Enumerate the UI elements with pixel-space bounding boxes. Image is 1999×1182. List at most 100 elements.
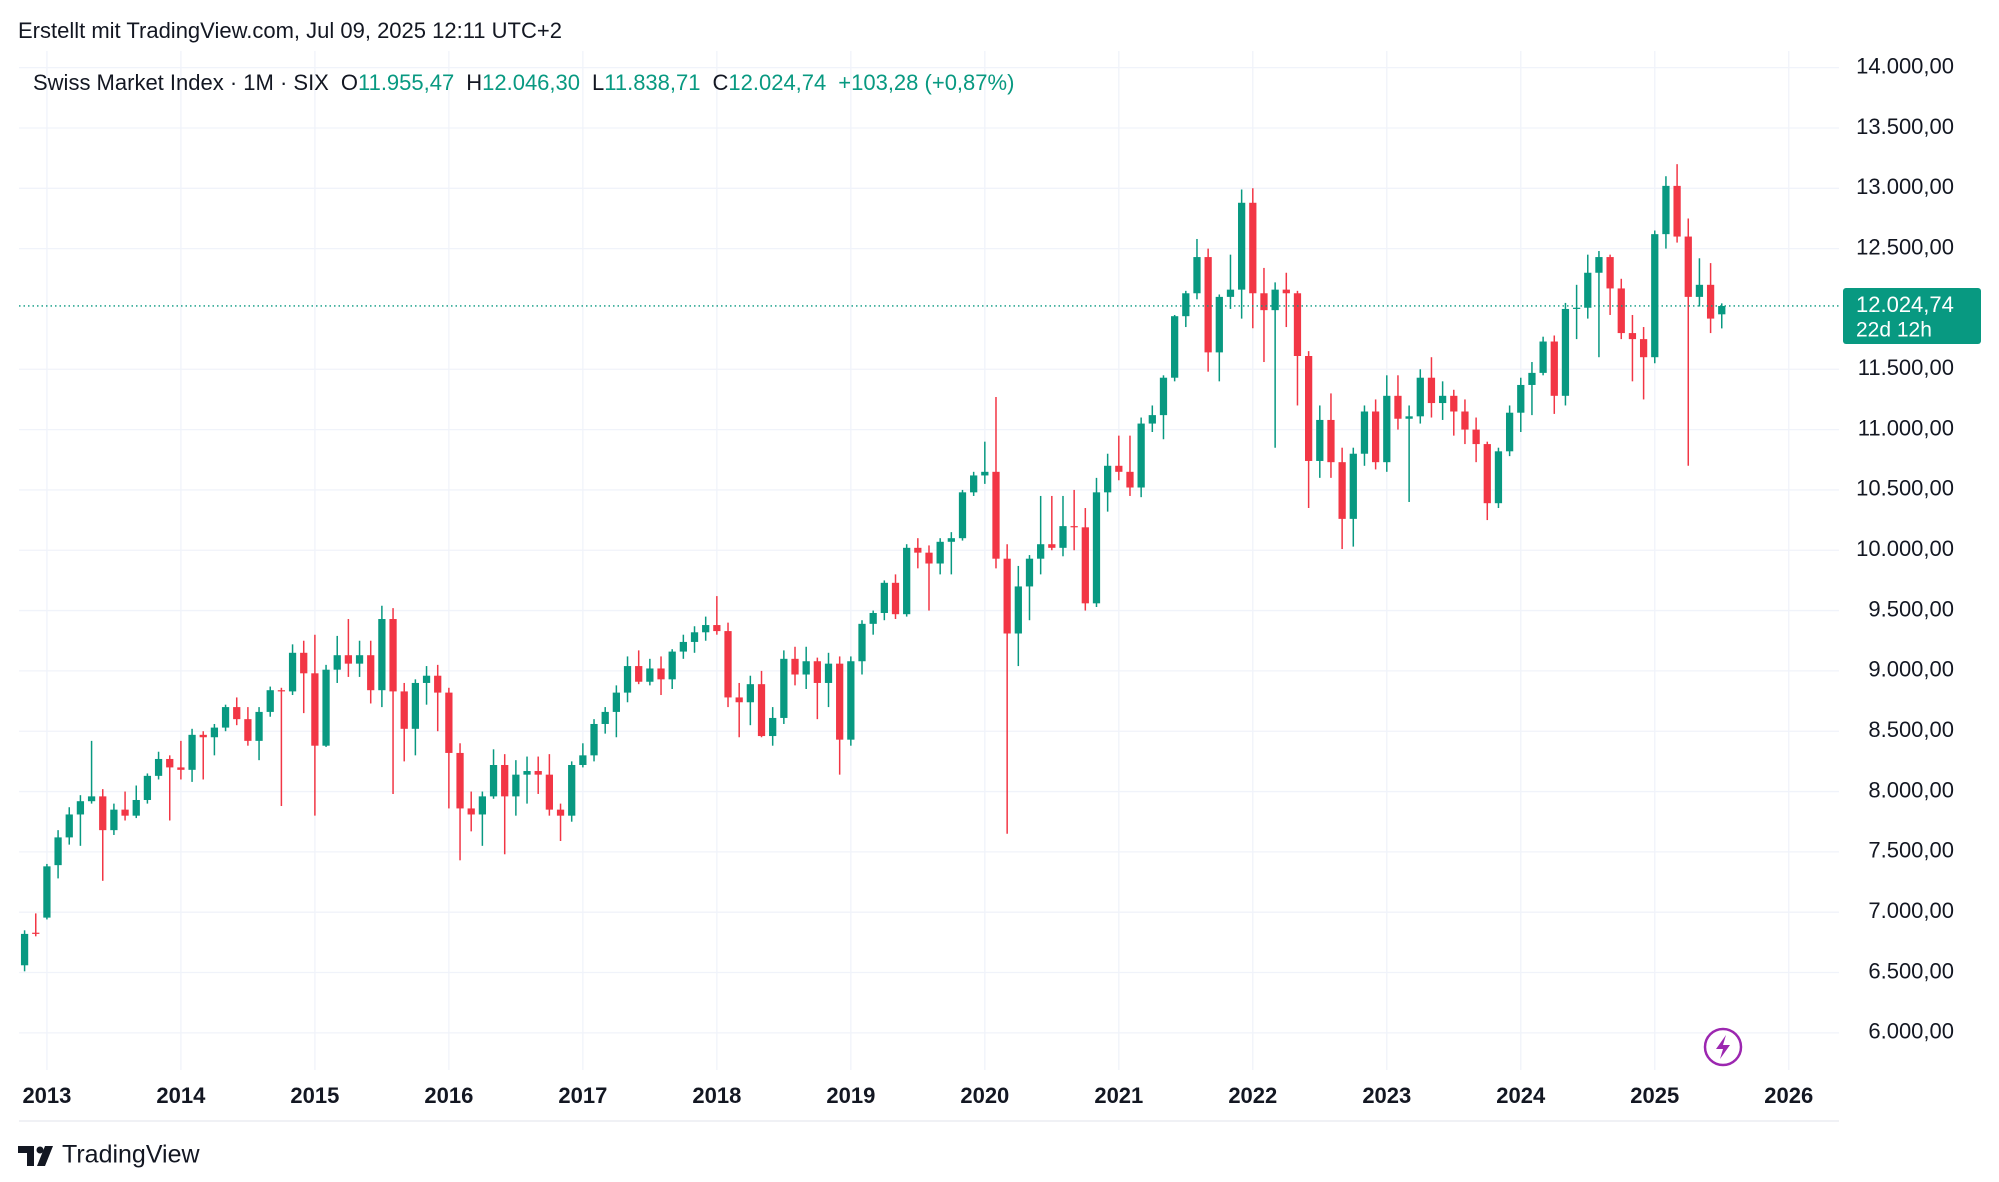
candle-body	[1595, 257, 1603, 273]
candle-body	[54, 837, 62, 866]
candle-body	[489, 764, 498, 797]
legend-label: C	[713, 70, 729, 95]
candle-body	[724, 631, 732, 698]
candle-body	[244, 719, 252, 741]
candle-body	[121, 809, 129, 816]
candle-body	[668, 651, 676, 680]
candle-body	[568, 764, 576, 816]
x-tick-label: 2015	[290, 1083, 339, 1108]
candle-body	[20, 933, 29, 966]
candle-body	[1416, 377, 1424, 417]
x-tick-label: 2021	[1094, 1083, 1143, 1108]
candle-body	[322, 669, 330, 746]
candle-body	[378, 619, 386, 691]
logo-part	[37, 1146, 53, 1166]
grid	[19, 51, 1839, 1070]
candle-body	[177, 767, 185, 770]
candle-body	[1282, 289, 1290, 294]
candle-body	[1539, 341, 1547, 373]
legend-label: O	[341, 70, 358, 95]
logo-part	[36, 1146, 44, 1154]
candle-body	[1651, 234, 1659, 358]
legend-value: 11.838,71	[604, 70, 700, 95]
legend-value: 11.955,47	[358, 70, 454, 95]
candle-body	[400, 691, 408, 729]
candle-body	[702, 625, 710, 633]
candle-body	[1617, 288, 1625, 334]
candle-body	[903, 547, 911, 615]
candle-body	[288, 652, 297, 692]
candle-body	[1606, 257, 1614, 289]
candle-body	[746, 684, 754, 703]
candle-body	[891, 582, 900, 615]
candle-body	[99, 796, 107, 831]
y-tick-label: 10.000,00	[1856, 536, 1954, 561]
candle-body	[1684, 236, 1692, 297]
candle-body	[813, 661, 821, 683]
y-tick-label: 14.000,00	[1856, 53, 1954, 78]
candle-body	[1327, 419, 1335, 463]
candle-body	[601, 711, 609, 724]
candle-body	[590, 723, 598, 756]
candle-body	[143, 775, 152, 800]
y-tick-label: 13.000,00	[1856, 174, 1954, 199]
y-tick-label: 7.000,00	[1868, 898, 1954, 923]
candle-body	[1383, 395, 1391, 463]
candle-body	[1438, 395, 1447, 404]
candle-body	[545, 774, 553, 810]
candle-body	[757, 684, 766, 737]
candle-body	[1293, 293, 1302, 357]
candle-body	[1226, 289, 1235, 297]
candle-body	[199, 734, 207, 738]
x-tick-label: 2017	[558, 1083, 607, 1108]
candle-body	[824, 663, 833, 683]
candle-body	[1271, 289, 1279, 311]
candle-body	[769, 717, 777, 737]
y-tick-label: 8.000,00	[1868, 777, 1954, 802]
candle-body	[914, 547, 922, 553]
y-tick-label: 10.500,00	[1856, 476, 1954, 501]
candle-body	[210, 727, 219, 738]
candle-body	[1037, 544, 1045, 559]
candle-body	[1115, 465, 1123, 472]
candle-body	[1371, 411, 1380, 463]
candle-body	[1081, 527, 1089, 604]
candle-body	[355, 655, 364, 664]
flash-bolt[interactable]	[1716, 1035, 1730, 1059]
last-price-box	[1843, 287, 1981, 344]
candle-body	[1215, 296, 1223, 353]
candle-body	[1349, 453, 1357, 519]
candle-body	[623, 666, 632, 693]
candle-body	[1550, 341, 1558, 396]
candle-body	[1561, 308, 1570, 396]
candle-body	[1238, 202, 1246, 290]
candle-body	[456, 752, 464, 809]
candle-body	[713, 625, 721, 632]
candle-body	[1628, 333, 1637, 340]
y-tick-label: 11.000,00	[1858, 415, 1954, 440]
candle-body	[1025, 558, 1034, 587]
candle-body	[311, 673, 319, 746]
y-tick-label: 12.500,00	[1856, 234, 1954, 259]
candle-body	[981, 471, 989, 476]
candle-body	[936, 541, 944, 564]
candle-body	[1572, 307, 1581, 309]
candle-body	[1316, 419, 1324, 461]
candle-body	[333, 655, 341, 670]
candle-body	[958, 492, 967, 539]
candle-body	[1472, 429, 1480, 445]
candle-body	[1014, 586, 1022, 634]
candle-body	[1137, 423, 1145, 488]
candle-body	[300, 652, 308, 674]
x-tick-label: 2020	[960, 1083, 1009, 1108]
brand: TradingView	[62, 1141, 201, 1169]
candle-body	[1159, 377, 1168, 416]
candle-body	[501, 764, 509, 797]
flash-icon[interactable]	[1703, 1027, 1743, 1067]
logo-part	[18, 1146, 34, 1166]
candle-body	[646, 668, 654, 682]
x-tick-label: 2013	[22, 1083, 71, 1108]
y-tick-label: 6.500,00	[1868, 958, 1954, 983]
